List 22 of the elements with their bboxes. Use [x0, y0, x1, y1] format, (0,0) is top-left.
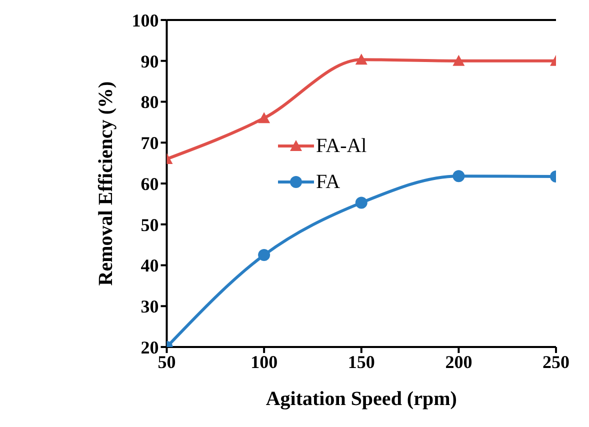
y-tick-label: 20	[140, 337, 159, 358]
point	[355, 196, 368, 209]
y-tick-label: 90	[140, 51, 159, 72]
x-tick-label: 100	[250, 352, 278, 372]
y-tick-label: 50	[140, 214, 159, 235]
y-tick-label: 70	[140, 133, 159, 154]
y-tick-label: 80	[140, 92, 159, 112]
y-tick-label: 40	[140, 256, 159, 276]
point	[258, 112, 270, 124]
point	[258, 249, 270, 262]
x-tick-label: 250	[542, 352, 570, 372]
x-tick-label: 200	[445, 352, 472, 372]
x-axis-title: Agitation Speed (rpm)	[266, 388, 457, 410]
legend-label: FA	[316, 170, 340, 194]
legend-label: FA-Al	[316, 134, 367, 158]
y-tick-label: 30	[140, 296, 159, 317]
y-tick-label: 100	[132, 10, 159, 30]
x-tick-label: 150	[348, 352, 375, 372]
x-tick-label: 50	[158, 352, 176, 372]
y-axis-title: Removal Efficiency (%)	[94, 81, 117, 286]
y-tick-label: 60	[140, 174, 159, 194]
point	[355, 54, 368, 65]
